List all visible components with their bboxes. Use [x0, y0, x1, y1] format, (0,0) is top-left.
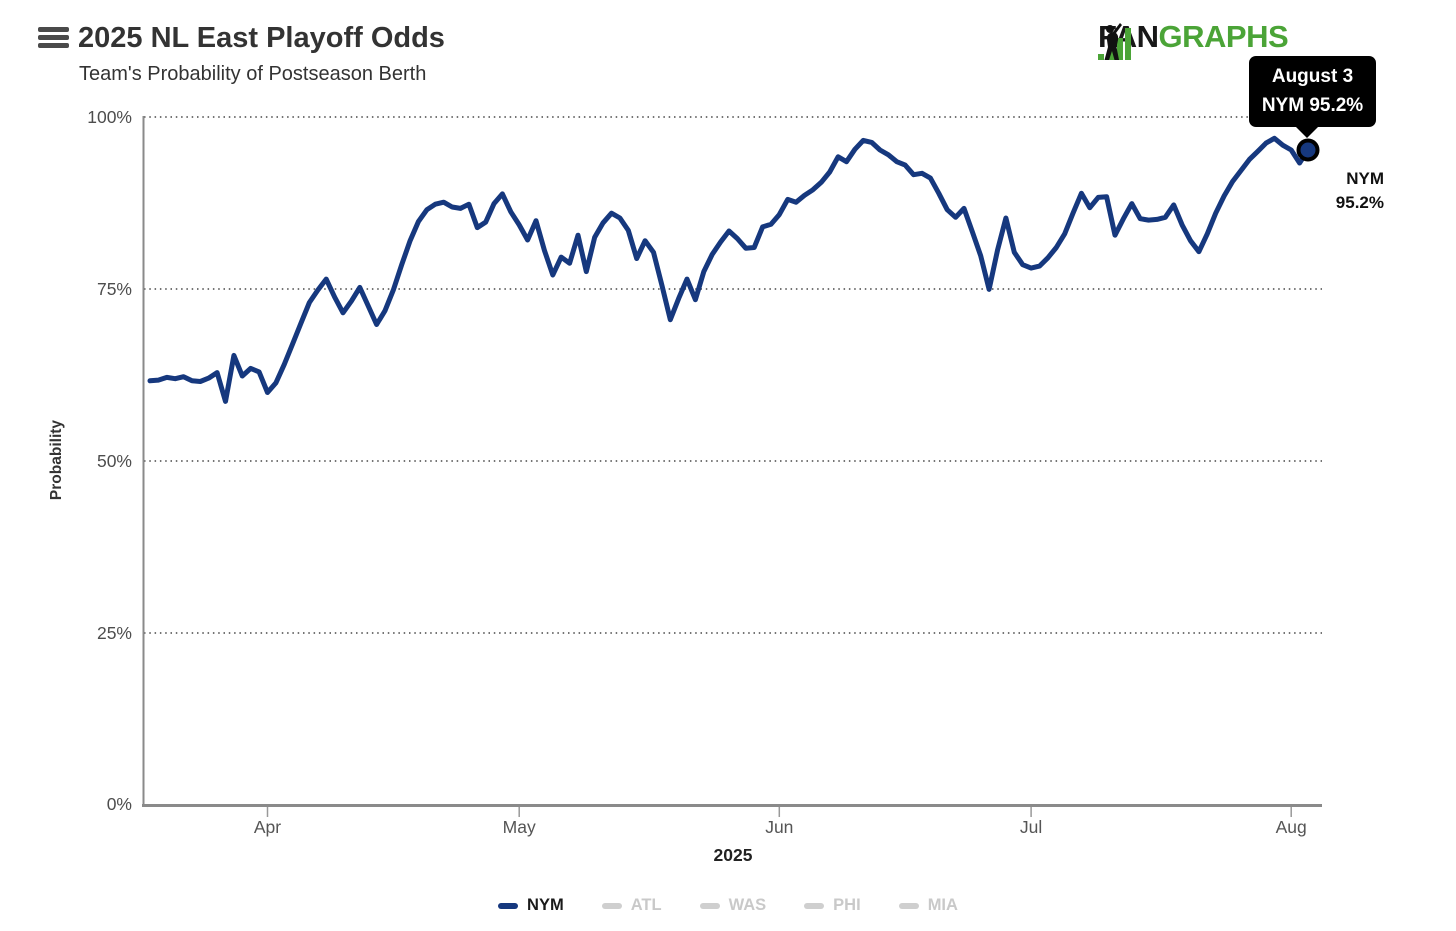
- chart-subtitle: Team's Probability of Postseason Berth: [79, 63, 427, 85]
- x-tick-label-aug: Aug: [1275, 817, 1307, 837]
- nym-series-swatch-icon: [498, 902, 519, 909]
- y-axis-title: Probability: [48, 419, 65, 501]
- y-tick-75: 75%: [96, 279, 132, 299]
- point-tooltip: August 3 NYM 95.2%: [1249, 56, 1376, 138]
- hamburger-menu-icon: [38, 27, 69, 32]
- y-tick-25: 25%: [96, 623, 132, 643]
- legend-item-was[interactable]: WAS: [699, 896, 767, 915]
- legend-label-was: WAS: [728, 896, 767, 914]
- was-series-swatch-icon: [699, 902, 720, 909]
- atl-series-swatch-icon: [601, 902, 622, 909]
- legend-item-mia[interactable]: MIA: [898, 896, 958, 915]
- chart-title: 2025 NL East Playoff Odds: [78, 22, 445, 54]
- legend: NYM ATL WAS PHI MIA: [0, 896, 1456, 915]
- legend-label-atl: ATL: [630, 896, 662, 914]
- end-label-team: NYM: [1346, 169, 1384, 188]
- fangraphs-batter-icon: [1098, 23, 1131, 60]
- nym-current-point-marker[interactable]: [1296, 138, 1320, 162]
- phi-series-swatch-icon: [804, 902, 825, 909]
- mia-series-swatch-icon: [898, 902, 919, 909]
- y-tick-0: 0%: [106, 794, 132, 814]
- legend-item-atl[interactable]: ATL: [601, 896, 662, 915]
- x-axis-title: 2025: [713, 845, 753, 865]
- x-tick-label-jul: Jul: [1019, 817, 1043, 837]
- tooltip-value: NYM 95.2%: [1261, 94, 1364, 116]
- x-tick-label-apr: Apr: [253, 817, 282, 837]
- legend-item-phi[interactable]: PHI: [804, 896, 861, 915]
- y-tick-100: 100%: [87, 107, 132, 127]
- series-end-label: NYM 95.2%: [1318, 167, 1384, 215]
- legend-label-phi: PHI: [833, 896, 861, 914]
- tooltip-pointer-icon: [1295, 126, 1319, 138]
- legend-item-nym[interactable]: NYM: [498, 896, 564, 915]
- chart-menu-button[interactable]: [38, 27, 69, 50]
- tooltip-date: August 3: [1271, 66, 1354, 87]
- legend-label-nym: NYM: [527, 896, 564, 914]
- x-tick-label-jun: Jun: [765, 817, 794, 837]
- nym-odds-line[interactable]: [147, 135, 1311, 404]
- logo-graphs: GRAPHS: [1158, 19, 1289, 54]
- fangraphs-logo[interactable]: FANGRAPHS: [1096, 19, 1289, 60]
- legend-label-mia: MIA: [927, 896, 958, 914]
- x-tick-label-may: May: [502, 817, 536, 837]
- end-label-value: 95.2%: [1335, 192, 1384, 212]
- y-tick-50: 50%: [96, 451, 132, 471]
